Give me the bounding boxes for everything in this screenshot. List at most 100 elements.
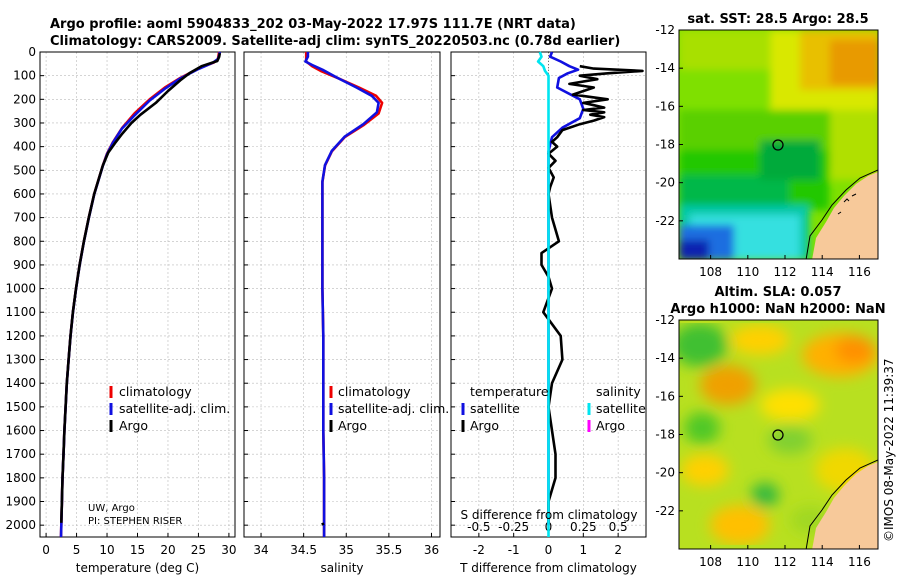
y-tick-label: 200 bbox=[13, 92, 36, 106]
y-tick-label: 1000 bbox=[5, 282, 36, 296]
y-tick-label: 0 bbox=[28, 45, 36, 59]
map-x-tick-label: 114 bbox=[811, 265, 834, 279]
y-tick-label: 1800 bbox=[5, 471, 36, 485]
argo-position-marker bbox=[772, 139, 784, 151]
map-x-tick-label: 116 bbox=[848, 555, 871, 569]
pi-label: PI: STEPHEN RISER bbox=[88, 516, 182, 527]
x-tick-label: 36 bbox=[424, 543, 439, 557]
sla-map-title: Altim. SLA: 0.057 bbox=[715, 285, 842, 300]
map-y-tick-label: -12 bbox=[655, 23, 675, 37]
series-line-climatology bbox=[59, 51, 221, 538]
legend-label-argo: Argo bbox=[338, 418, 367, 433]
x-tick-label: 35.5 bbox=[376, 543, 403, 557]
x-tick-label: 1 bbox=[580, 543, 588, 557]
series-line-climatology bbox=[304, 52, 384, 537]
map-x-tick-label: 110 bbox=[736, 555, 759, 569]
s-difference-xlabel: S difference from climatology bbox=[461, 508, 638, 522]
sla-map-field bbox=[679, 320, 878, 549]
legend-title-temperature: temperature bbox=[470, 384, 549, 399]
x-tick-label: 5 bbox=[73, 543, 81, 557]
x-tick-label: 20 bbox=[160, 543, 175, 557]
sst-map-field bbox=[679, 30, 878, 259]
x-tick-label: 30 bbox=[221, 543, 236, 557]
y-tick-label: 900 bbox=[13, 258, 36, 272]
y-tick-label: 300 bbox=[13, 116, 36, 130]
y-tick-label: 1100 bbox=[5, 305, 36, 319]
legend-label-satellite: satellite-adj. clim. bbox=[338, 401, 449, 416]
map-x-tick-label: 116 bbox=[848, 265, 871, 279]
map-x-tick-label: 112 bbox=[774, 265, 797, 279]
difference-legend-temperature: temperature satellite Argo bbox=[461, 384, 549, 433]
x-tick-label: -2 bbox=[473, 543, 485, 557]
y-tick-label: 1500 bbox=[5, 400, 36, 414]
series-line-argo bbox=[321, 522, 325, 526]
sst-map-title: sat. SST: 28.5 Argo: 28.5 bbox=[687, 12, 868, 27]
credit-timestamp: ©IMOS 08-May-2022 11:39:37 bbox=[882, 358, 896, 542]
sla-map-axes: 108 110 112 114 116 -12 -14 -16 -18 -20 -22 bbox=[655, 313, 870, 569]
coastline bbox=[805, 459, 878, 549]
map-y-tick-label: -16 bbox=[655, 389, 675, 403]
x-tick-label: -1 bbox=[508, 543, 520, 557]
map-y-tick-label: -14 bbox=[655, 61, 675, 75]
series-line-t-sat-clim bbox=[547, 51, 585, 526]
map-y-tick-label: -20 bbox=[655, 466, 675, 480]
series-line-s-sat-clim bbox=[536, 51, 550, 537]
x-tick-label: 25 bbox=[191, 543, 206, 557]
legend-label-satellite: satellite-adj. clim. bbox=[119, 401, 230, 416]
y-tick-label: 1300 bbox=[5, 353, 36, 367]
map-x-tick-label: 110 bbox=[736, 265, 759, 279]
map-x-tick-label: 112 bbox=[774, 555, 797, 569]
map-y-tick-label: -12 bbox=[655, 313, 675, 327]
difference-panel: -2 -1 0 1 2 T difference from climatology -0.5… bbox=[450, 51, 647, 575]
coastline bbox=[805, 169, 878, 259]
institution-label: UW, Argo bbox=[88, 503, 135, 514]
x-axis-label: salinity bbox=[320, 561, 363, 575]
temperature-panel: 0 5 10 15 20 25 30 temperature (deg C) 0 100 200 30… bbox=[5, 45, 236, 575]
map-y-tick-label: -16 bbox=[655, 99, 675, 113]
x-tick-label: 34 bbox=[253, 543, 268, 557]
legend-label-argo: Argo bbox=[119, 418, 148, 433]
map-y-tick-label: -14 bbox=[655, 351, 675, 365]
legend-label-t-satellite: satellite bbox=[470, 401, 520, 416]
x-tick-label: 35 bbox=[339, 543, 354, 557]
title-line-1: Argo profile: aoml 5904833_202 03-May-20… bbox=[50, 17, 576, 32]
x-tick-label: 10 bbox=[99, 543, 114, 557]
map-x-tick-label: 108 bbox=[699, 265, 722, 279]
legend-label-s-argo: Argo bbox=[596, 418, 625, 433]
y-tick-label: 1600 bbox=[5, 424, 36, 438]
x2-tick-label: -0.25 bbox=[498, 520, 529, 534]
legend-label-t-argo: Argo bbox=[470, 418, 499, 433]
x2-tick-label: 0.25 bbox=[570, 520, 597, 534]
x-axis-label: temperature (deg C) bbox=[76, 561, 199, 575]
legend-label-climatology: climatology bbox=[119, 384, 192, 399]
y-tick-label: 500 bbox=[13, 163, 36, 177]
y-tick-label: 700 bbox=[13, 211, 36, 225]
map-y-tick-label: -18 bbox=[655, 138, 675, 152]
x2-tick-label: -0.5 bbox=[467, 520, 490, 534]
x-tick-label: 0 bbox=[42, 543, 50, 557]
series-line-t-argo-clim bbox=[540, 64, 644, 523]
salinity-legend: climatology satellite-adj. clim. Argo bbox=[329, 384, 449, 433]
series-line-satellite-adj-clim- bbox=[304, 52, 380, 537]
land-mass bbox=[812, 462, 878, 549]
salinity-panel: 34 34.5 35 35.5 36 salinity bbox=[243, 51, 441, 575]
title-line-2: Climatology: CARS2009. Satellite-adj cli… bbox=[50, 34, 620, 49]
temperature-legend: climatology satellite-adj. clim. Argo bbox=[109, 384, 230, 433]
map-y-tick-label: -18 bbox=[655, 428, 675, 442]
series-line-argo bbox=[60, 52, 222, 523]
plot-frame bbox=[243, 51, 441, 538]
y-tick-label: 800 bbox=[13, 234, 36, 248]
map-y-tick-label: -22 bbox=[655, 214, 675, 228]
y-tick-label: 1700 bbox=[5, 447, 36, 461]
x-tick-label: 34.5 bbox=[290, 543, 317, 557]
x-axis-label: T difference from climatology bbox=[459, 561, 637, 575]
x2-tick-label: 0.5 bbox=[609, 520, 628, 534]
legend-label-climatology: climatology bbox=[338, 384, 411, 399]
argo-position-marker bbox=[772, 429, 784, 441]
map-y-tick-label: -20 bbox=[655, 176, 675, 190]
map-x-tick-label: 114 bbox=[811, 555, 834, 569]
y-tick-label: 400 bbox=[13, 140, 36, 154]
y-tick-label: 1200 bbox=[5, 329, 36, 343]
series-line-satellite-adj-clim- bbox=[59, 51, 222, 538]
